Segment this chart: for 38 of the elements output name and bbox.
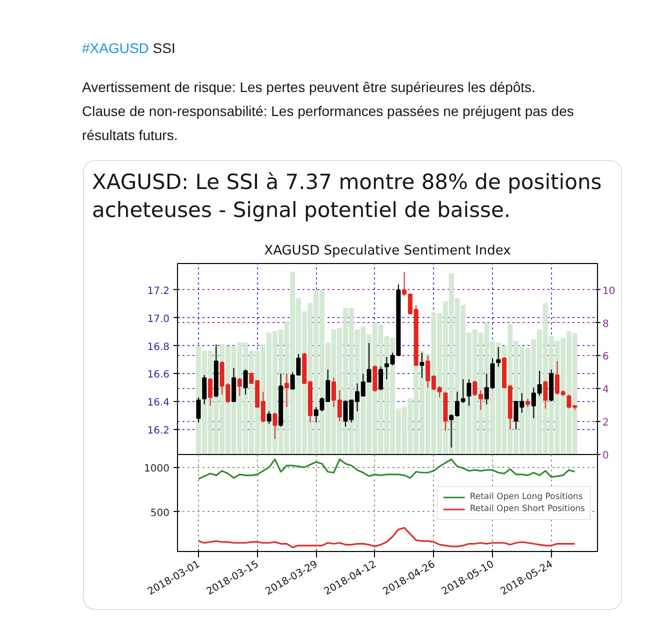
candlestick [266,410,272,424]
candlestick [196,396,201,423]
text: #XAGUSD SSI [82,39,176,58]
candlestick [243,368,248,396]
candlestick [496,346,501,368]
y-tick-label: 16.2 [147,425,170,436]
candlestick [237,377,242,396]
y-tick-label: 17.0 [147,314,170,325]
line-series [198,526,576,548]
y2-tick-label: 8 [602,318,609,330]
chart-title: XAGUSD: Le SSI à 7.37 montre 88% de positions acheteuses - Signal potentiel de baisse. [91,169,603,224]
candlestick [420,352,424,378]
candlestick [284,373,289,408]
line-series [198,458,576,480]
candlestick [272,412,278,440]
candlestick [378,366,384,391]
legend-label: Retail Open Long Positions [470,492,583,502]
y-tick-label: 16.6 [147,370,170,381]
candlestick [208,377,213,406]
candlestick [232,368,236,402]
y2-tick-label: 6 [602,352,609,363]
y2-tick-label: 4 [602,384,609,396]
text: Avertissement de risque: Les pertes peuvent être supérieures les dépôts. [82,78,536,97]
text: Clause de non-responsabilité: Les performances passées ne préjugent pas des résultats futurs. [82,102,575,145]
y-tick-label: 16.4 [147,398,170,409]
y-tick-label: 500 [150,508,170,519]
chart-subtitle: XAGUSD Speculative Sentiment Index [264,244,512,258]
y-tick-label: 16.8 [147,342,170,353]
y2-tick-label: 10 [602,286,616,297]
candlestick [466,378,472,406]
y-tick-label: 17.2 [147,286,170,297]
candlestick [543,380,548,409]
y2-tick-label: 2 [602,418,609,429]
candlestick [372,364,378,392]
legend-label: Retail Open Short Positions [470,504,585,514]
y-tick-label: 1000 [144,463,170,474]
candlestick [202,374,207,405]
y2-tick-label: 0 [602,450,609,462]
